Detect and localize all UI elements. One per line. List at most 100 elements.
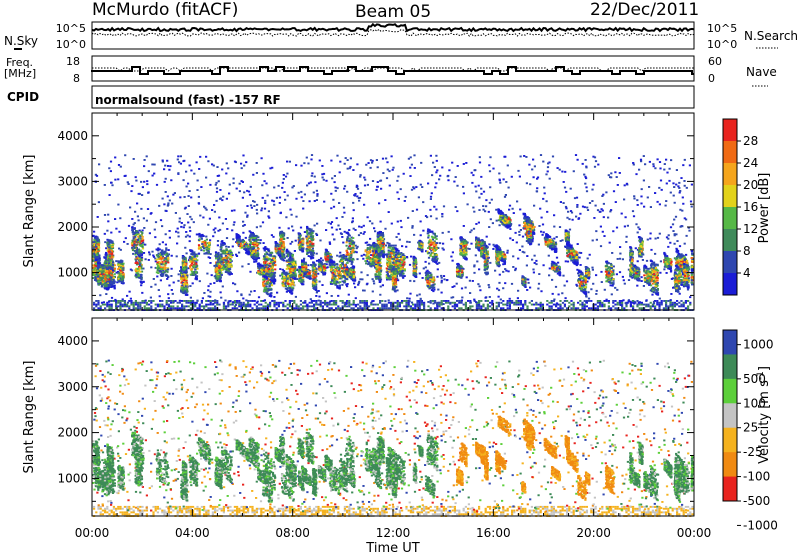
echo-cell: [646, 196, 649, 199]
echo-cell: [681, 196, 684, 199]
echo-cell: [319, 305, 322, 308]
echo-cell: [330, 226, 334, 229]
echo-cell: [508, 305, 511, 308]
echo-cell: [575, 257, 578, 259]
echo-cell: [372, 307, 375, 310]
echo-cell: [136, 215, 139, 218]
echo-cell: [480, 300, 483, 302]
echo-cell: [447, 307, 450, 310]
echo-cell: [128, 300, 131, 302]
echo-cell: [593, 165, 597, 168]
echo-cell: [330, 307, 333, 310]
echo-cell: [674, 271, 677, 274]
echo-cell: [517, 303, 520, 306]
echo-cell: [673, 201, 676, 204]
echo-cell: [418, 307, 421, 310]
echo-cell: [605, 298, 608, 301]
echo-cell: [264, 283, 267, 285]
echo-cell: [300, 282, 304, 285]
echo-cell: [110, 307, 113, 310]
echo-cell: [134, 307, 137, 310]
echo-cell: [565, 280, 569, 283]
echo-cell: [115, 303, 118, 306]
echo-cell: [569, 248, 572, 251]
echo-cell: [145, 301, 148, 304]
echo-cell: [417, 241, 420, 244]
echo-cell: [643, 303, 646, 306]
echo-cell: [300, 278, 303, 281]
echo-cell: [394, 307, 397, 310]
echo-cell: [315, 291, 318, 294]
echo-cell: [110, 279, 113, 282]
echo-cell: [264, 301, 267, 304]
echo-cell: [491, 307, 494, 310]
echo-cell: [288, 252, 292, 255]
echo-cell: [666, 256, 669, 259]
echo-cell: [315, 300, 318, 302]
echo-cell: [500, 301, 503, 304]
echo-cell: [111, 184, 114, 187]
echo-cell: [106, 301, 109, 304]
echo-cell: [562, 181, 565, 183]
echo-cell: [669, 305, 672, 308]
echo-cell: [352, 169, 355, 171]
echo-cell: [681, 267, 684, 270]
echo-cell: [490, 198, 493, 201]
echo-cell: [220, 246, 223, 249]
echo-cell: [519, 300, 522, 302]
echo-cell: [93, 301, 96, 304]
echo-cell: [285, 252, 288, 254]
echo-cell: [342, 206, 346, 209]
echo-cell: [360, 271, 363, 274]
echo-cell: [447, 305, 450, 308]
echo-cell: [221, 258, 224, 261]
echo-cell: [154, 307, 157, 310]
echo-cell: [636, 260, 639, 263]
echo-cell: [268, 285, 271, 288]
echo-cell: [472, 206, 475, 209]
echo-cell: [223, 242, 226, 245]
echo-cell: [302, 301, 306, 304]
echo-cell: [486, 300, 489, 302]
echo-cell: [293, 307, 296, 310]
echo-cell: [473, 300, 476, 302]
echo-cell: [103, 214, 107, 216]
echo-cell: [550, 301, 553, 304]
echo-cell: [385, 305, 388, 308]
echo-cell: [588, 253, 591, 256]
echo-cell: [569, 256, 572, 259]
echo-cell: [691, 277, 694, 279]
echo-cell: [535, 190, 538, 193]
echo-cell: [665, 182, 668, 185]
echo-cell: [141, 229, 144, 232]
echo-cell: [403, 200, 406, 202]
echo-cell: [235, 255, 239, 257]
echo-cell: [557, 293, 560, 296]
echo-cell: [558, 168, 561, 171]
echo-cell: [373, 282, 376, 285]
echo-cell: [680, 255, 683, 258]
echo-cell: [559, 240, 562, 242]
echo-cell: [165, 248, 168, 251]
echo-cell: [258, 303, 261, 306]
echo-cell: [362, 224, 365, 227]
echo-cell: [189, 300, 192, 302]
echo-cell: [624, 216, 627, 219]
echo-cell: [325, 229, 328, 231]
echo-cell: [243, 224, 246, 226]
echo-cell: [363, 307, 366, 310]
echo-cell: [348, 303, 351, 306]
echo-cell: [121, 303, 124, 306]
echo-cell: [220, 264, 223, 267]
echo-cell: [130, 303, 133, 306]
echo-cell: [330, 300, 333, 302]
echo-cell: [429, 301, 432, 304]
echo-cell: [557, 261, 560, 264]
echo-cell: [568, 253, 571, 256]
echo-cell: [536, 177, 539, 180]
echo-cell: [519, 307, 522, 310]
echo-cell: [209, 253, 212, 255]
echo-cell: [117, 301, 120, 304]
echo-cell: [672, 182, 675, 185]
echo-cell: [325, 251, 328, 254]
